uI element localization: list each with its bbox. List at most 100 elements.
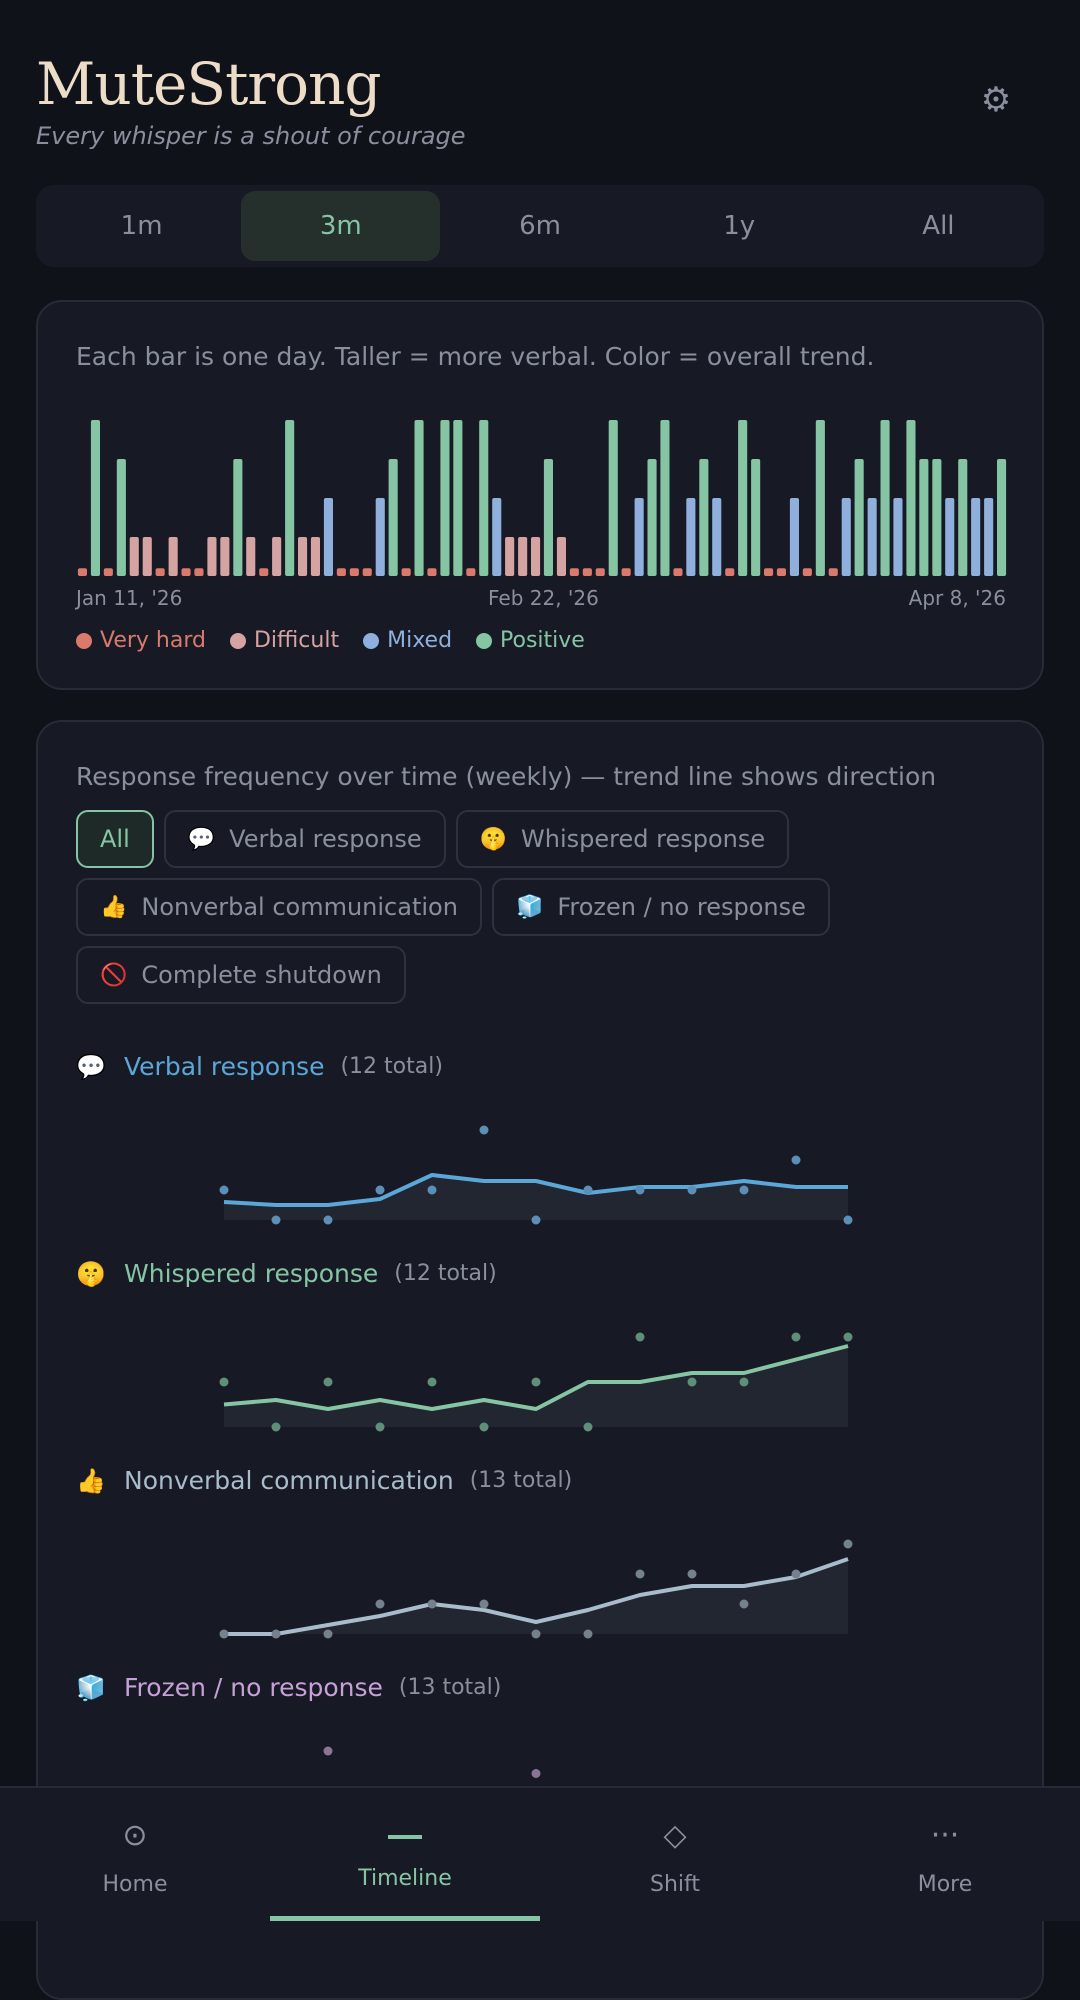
- app-title: MuteStrong: [36, 50, 382, 118]
- data-point: [271, 1422, 281, 1432]
- day-bar: [945, 498, 955, 576]
- data-point: [791, 1332, 801, 1342]
- day-bar: [531, 537, 541, 576]
- metric-header-whispered: 🤫 Whispered response (12 total): [76, 1259, 497, 1288]
- bottom-nav: ⊙ Home Timeline ◇ Shift ··· More: [0, 1786, 1080, 1921]
- day-bar: [479, 420, 489, 576]
- data-point: [271, 1629, 281, 1639]
- frequency-caption: Response frequency over time (weekly) — …: [76, 762, 937, 791]
- day-bar: [285, 420, 295, 576]
- day-bar: [375, 498, 385, 576]
- data-point: [635, 1569, 645, 1579]
- data-point: [375, 1599, 385, 1609]
- day-bar: [634, 498, 644, 576]
- sparkline-verbal: [219, 1125, 853, 1225]
- tab-6m[interactable]: 6m: [519, 211, 561, 241]
- shushing-face-icon: 🤫: [479, 826, 508, 852]
- data-point: [271, 1215, 281, 1225]
- data-point: [687, 1569, 697, 1579]
- chip-verbal-response[interactable]: 💬 Verbal response: [163, 810, 446, 868]
- legend-mixed: Mixed: [363, 628, 452, 653]
- day-bar: [388, 459, 398, 576]
- more-icon: ···: [930, 1818, 960, 1853]
- day-bar: [77, 568, 87, 576]
- tab-1y[interactable]: 1y: [723, 211, 756, 241]
- metric-header-nonverbal: 👍 Nonverbal communication (13 total): [76, 1466, 572, 1495]
- chip-frozen-no-response[interactable]: 🧊 Frozen / no response: [491, 878, 830, 936]
- home-icon: ⊙: [122, 1818, 148, 1853]
- day-bar: [841, 498, 851, 576]
- day-bar: [984, 498, 994, 576]
- day-bar: [505, 537, 515, 576]
- trend-area: [224, 1346, 848, 1427]
- nav-timeline[interactable]: Timeline: [270, 1788, 540, 1921]
- day-bar: [802, 568, 812, 576]
- day-bar: [556, 537, 566, 576]
- day-bar: [971, 498, 981, 576]
- data-point: [531, 1769, 541, 1778]
- day-bar: [168, 537, 178, 576]
- day-bar: [725, 568, 735, 576]
- trend-area: [224, 1559, 848, 1634]
- daily-chart-caption: Each bar is one day. Taller = more verba…: [76, 342, 875, 371]
- metric-header-verbal: 💬 Verbal response (12 total): [76, 1052, 443, 1081]
- metric-total: (13 total): [469, 1468, 573, 1493]
- chart-legend: Very hard Difficult Mixed Positive: [76, 628, 585, 653]
- day-bar: [220, 537, 230, 576]
- speech-bubble-icon: 💬: [76, 1052, 106, 1081]
- gear-icon[interactable]: ⚙: [980, 80, 1012, 120]
- metric-total: (13 total): [398, 1675, 502, 1700]
- data-point: [843, 1215, 853, 1225]
- data-point: [791, 1569, 801, 1579]
- tab-1m[interactable]: 1m: [120, 211, 163, 241]
- thumbs-up-icon: 👍: [76, 1466, 106, 1495]
- day-bar: [90, 420, 100, 576]
- day-bar: [997, 459, 1007, 576]
- data-point: [531, 1377, 541, 1387]
- day-bar: [310, 537, 320, 576]
- shushing-face-icon: 🤫: [76, 1259, 106, 1288]
- chip-nonverbal-communication[interactable]: 👍 Nonverbal communication: [76, 878, 482, 936]
- day-bar: [103, 568, 113, 576]
- data-point: [583, 1629, 593, 1639]
- day-bar: [233, 459, 243, 576]
- day-bar: [958, 459, 968, 576]
- speech-bubble-icon: 💬: [187, 826, 216, 852]
- day-bar: [142, 537, 152, 576]
- data-point: [219, 1377, 229, 1387]
- range-tabs: 1m 3m 6m 1y All: [36, 185, 1044, 267]
- metric-name: Whispered response: [124, 1259, 379, 1288]
- legend-difficult: Difficult: [229, 628, 339, 653]
- day-bar: [880, 420, 890, 576]
- data-point: [739, 1599, 749, 1609]
- filter-chips: All 💬 Verbal response 🤫 Whispered response…: [76, 810, 1016, 1004]
- nav-more[interactable]: ··· More: [810, 1788, 1080, 1921]
- day-bar: [647, 459, 657, 576]
- day-bar: [323, 498, 333, 576]
- metric-total: (12 total): [340, 1054, 443, 1079]
- day-bar: [919, 459, 929, 576]
- day-bar: [906, 420, 916, 576]
- chip-whispered-response[interactable]: 🤫 Whispered response: [455, 810, 790, 868]
- day-bar: [518, 537, 528, 576]
- trend-area: [224, 1175, 848, 1220]
- nav-shift[interactable]: ◇ Shift: [540, 1788, 810, 1921]
- x-axis-label-end: Apr 8, '26: [908, 586, 1006, 610]
- data-point: [323, 1746, 333, 1756]
- ice-cube-icon: 🧊: [515, 894, 544, 920]
- day-bar: [867, 498, 877, 576]
- trend-line: [223, 1173, 848, 1207]
- data-point: [687, 1377, 697, 1387]
- day-bar: [129, 537, 139, 576]
- day-bar: [298, 537, 308, 576]
- tab-3m[interactable]: 3m: [241, 191, 441, 261]
- sparkline-whispered: [219, 1332, 853, 1432]
- chip-complete-shutdown[interactable]: 🚫 Complete shutdown: [76, 946, 406, 1004]
- chip-all[interactable]: All: [76, 810, 154, 868]
- ice-cube-icon: 🧊: [76, 1673, 106, 1702]
- nav-home[interactable]: ⊙ Home: [0, 1788, 270, 1921]
- data-point: [635, 1332, 645, 1342]
- tab-all[interactable]: All: [922, 211, 955, 241]
- metric-name: Frozen / no response: [124, 1673, 383, 1702]
- data-point: [323, 1629, 333, 1639]
